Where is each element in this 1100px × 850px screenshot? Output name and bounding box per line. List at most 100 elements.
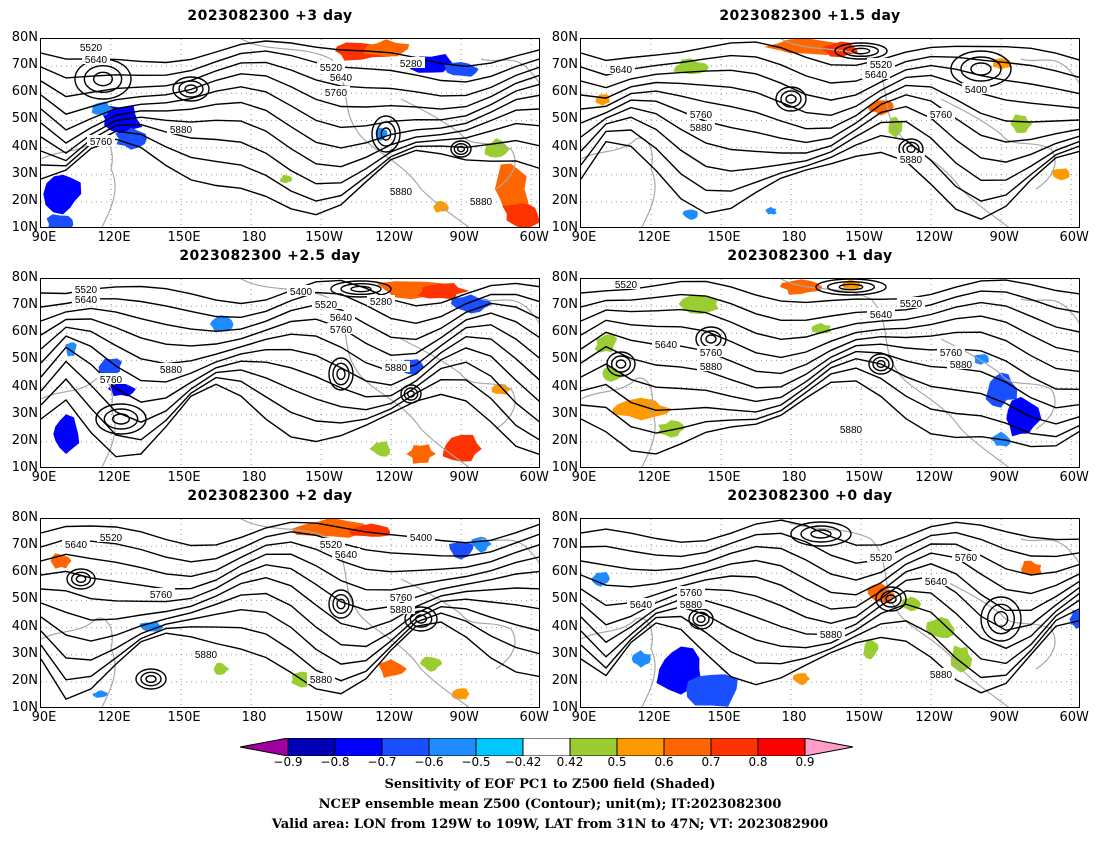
sensitivity-shading [863,639,879,660]
sensitivity-shading [449,541,474,560]
contour-label: 5520 [320,540,343,551]
panel-title: 2023082300 +1 day [727,248,893,264]
contour-label: 5760 [955,553,978,564]
sensitivity-shading [1051,168,1070,181]
map-area: 5640 5520 5520 5640 5400 5760 5760 5880 5880 5880 [40,518,540,708]
contour-label: 5760 [90,137,113,148]
colorbar-bin [475,738,524,756]
contour-label: 5760 [390,593,413,604]
colorbar-tick: −0.6 [414,755,444,769]
lon-tick-label: 180 [781,710,807,725]
sensitivity-shading [595,94,611,106]
contour-label: 5400 [410,533,433,544]
lat-tick-label: 80N [11,270,38,285]
lat-tick-label: 40N [11,618,38,634]
sensitivity-shading [657,420,685,438]
lon-tick-label: 120W [375,230,413,245]
contour-label: 5520 [80,43,103,54]
lat-tick-label: 70N [551,537,578,553]
lat-tick-label: 30N [551,645,578,661]
sensitivity-shading [280,174,293,184]
sensitivity-shading [406,444,436,464]
contour-label: 5760 [930,110,953,121]
panel-title: 2023082300 +3 day [187,8,353,24]
colorbar-tick: 0.5 [607,755,627,769]
map-panel-plus0day: 2023082300 +0 day 5640 5520 5760 5640 5760 58… [540,488,1089,728]
sensitivity-shading [590,571,610,587]
contour-label: 5520 [75,285,98,296]
lon-tick-label: 90E [571,230,597,245]
contour-label: 5880 [900,155,923,166]
colorbar-low-triangle [240,738,289,756]
lon-tick-label: 90W [989,230,1019,245]
contour-label: 5640 [65,540,88,551]
panel-title: 2023082300 +0 day [727,488,893,504]
lon-tick-label: 90E [31,470,57,485]
colorbar-bin [663,738,712,756]
lat-tick-label: 10N [551,220,578,235]
lon-tick-label: 120E [637,230,671,245]
lat-tick-label: 20N [11,432,38,448]
contour-label: 5520 [870,553,893,564]
contour-label: 5760 [700,348,723,359]
lon-tick-label: 150W [305,470,343,485]
sensitivity-shading [115,127,147,150]
sensitivity-shading [1069,609,1079,629]
coastlines [581,39,1079,227]
contour-label: 5760 [680,588,703,599]
sensitivity-shading [209,315,234,332]
lon-tick-label: 60W [519,710,549,725]
contour-label: 5760 [150,590,173,601]
lat-tick-label: 10N [11,700,38,715]
sensitivity-shading [65,342,77,357]
lat-tick-label: 70N [11,537,38,553]
contour-label: 5640 [330,73,353,84]
lat-tick-label: 30N [11,405,38,421]
sensitivity-shading [1010,114,1033,134]
graticule [581,519,1079,707]
sensitivity-shading [820,41,858,58]
sensitivity-shading [678,295,719,314]
lat-tick-label: 20N [11,672,38,688]
colorbar-tick: 0.8 [748,755,768,769]
sensitivity-shading [363,39,410,57]
lat-tick-label: 60N [551,324,578,340]
colorbar-tick: −0.9 [273,755,303,769]
lat-tick-label: 70N [551,57,578,73]
contour-label: 5520 [870,60,893,71]
contour-label: 5640 [85,55,108,66]
lat-tick-label: 60N [11,84,38,100]
sensitivity-shading [631,650,651,668]
sensitivity-shading [612,397,672,421]
lon-tick-label: 150W [845,470,883,485]
coastlines [581,519,1079,707]
lon-tick-label: 90W [449,470,479,485]
sensitivity-shading [594,334,618,353]
contour-label: 5640 [75,295,98,306]
sensitivity-shading [491,383,513,395]
z500-contours [581,41,1079,220]
sensitivity-shading [494,163,529,210]
map-panel-plus2-5day: 2023082300 +2.5 day 5520 5640 5400 5520 5280… [0,248,549,488]
lat-tick-label: 60N [11,324,38,340]
colorbar-tick: −0.5 [461,755,491,769]
lat-tick-label: 80N [11,30,38,45]
sensitivity-shading [451,688,470,700]
contour-label: 5760 [940,348,963,359]
contour-label: 5880 [470,197,493,208]
z500-contours [581,519,1079,694]
lon-tick-label: 150W [845,710,883,725]
contour-label: 5640 [335,550,358,561]
lon-tick-label: 120E [637,710,671,725]
lon-tick-label: 120E [637,470,671,485]
contour-label: 5640 [870,310,893,321]
colorbar-high-triangle [804,738,854,756]
caption-contour: NCEP ensemble mean Z500 (Contour); unit(… [318,797,782,812]
z500-contours [581,279,1079,455]
lat-tick-label: 40N [11,378,38,394]
lat-tick-label: 20N [551,432,578,448]
